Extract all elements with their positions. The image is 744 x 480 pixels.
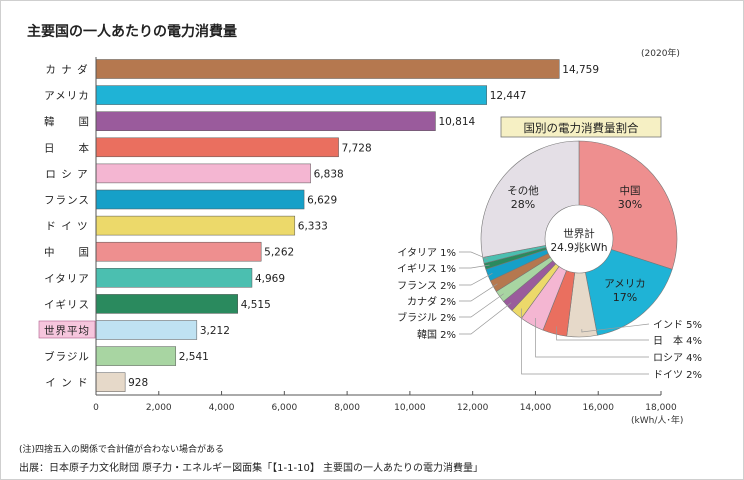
category-label: イ ン ド bbox=[45, 377, 88, 389]
slice-label: イギリス 1% bbox=[397, 263, 456, 275]
chart-title: 主要国の一人あたりの電力消費量 bbox=[27, 24, 237, 40]
bar bbox=[95, 189, 305, 210]
value-label: 6,333 bbox=[298, 221, 328, 233]
leader-line bbox=[459, 272, 493, 286]
leader-line bbox=[556, 326, 649, 341]
bar bbox=[95, 241, 262, 262]
slice-label: 日 本 4% bbox=[653, 334, 702, 347]
slice-label: フランス 2% bbox=[397, 280, 456, 292]
bar bbox=[95, 137, 339, 158]
x-tick-label: 12,000 bbox=[457, 403, 489, 413]
slice-name: その他 bbox=[507, 184, 539, 197]
value-label: 12,447 bbox=[490, 90, 527, 102]
slice-name: アメリカ bbox=[604, 278, 645, 290]
bar bbox=[95, 215, 296, 236]
slice-name: 中国 bbox=[620, 184, 641, 197]
category-label: ロ シ ア bbox=[45, 168, 88, 180]
slice-label: ドイツ 2% bbox=[653, 370, 702, 381]
x-tick-label: 8,000 bbox=[334, 403, 360, 413]
x-tick-label: 16,000 bbox=[582, 403, 614, 413]
bar bbox=[95, 294, 238, 314]
x-tick-label: 10,000 bbox=[394, 403, 426, 413]
x-tick-label: 2,000 bbox=[146, 403, 172, 413]
value-label: 928 bbox=[128, 377, 148, 389]
x-tick-label: 0 bbox=[93, 403, 99, 413]
bar bbox=[95, 346, 177, 366]
value-label: 6,629 bbox=[307, 195, 337, 207]
slice-percent: 28% bbox=[511, 198, 535, 211]
leader-line bbox=[521, 308, 649, 375]
leader-line bbox=[459, 293, 504, 318]
value-label: 14,759 bbox=[562, 64, 599, 76]
category-label: イタリア bbox=[44, 273, 90, 285]
slice-label: イタリア 1% bbox=[397, 247, 456, 259]
bar bbox=[95, 59, 560, 79]
value-label: 7,728 bbox=[342, 142, 372, 154]
value-label: 5,262 bbox=[264, 247, 294, 259]
year-note: (2020年) bbox=[641, 49, 680, 59]
x-tick-label: 18,000 bbox=[645, 403, 677, 413]
category-label: カ ナ ダ bbox=[45, 63, 88, 76]
category-label: ブラジル bbox=[44, 350, 90, 363]
leader-line bbox=[459, 302, 512, 335]
value-label: 6,838 bbox=[314, 168, 344, 180]
slice-label: ロシア 4% bbox=[653, 353, 702, 364]
bar bbox=[95, 111, 436, 131]
pie-slice bbox=[480, 140, 580, 258]
category-label: 韓 国 bbox=[44, 116, 90, 128]
footnote: (注)四捨五入の関係で合計値が合わない場合がある bbox=[19, 445, 225, 455]
slice-label: 韓国 2% bbox=[417, 329, 456, 341]
value-label: 4,515 bbox=[241, 299, 271, 311]
pie-title: 国別の電力消費量割合 bbox=[524, 121, 639, 135]
category-label: 中 国 bbox=[44, 246, 90, 259]
value-label: 10,814 bbox=[438, 116, 475, 128]
x-tick-label: 4,000 bbox=[209, 403, 235, 413]
source-note: 出展：日本原子力文化財団 原子力・エネルギー図面集「【1-1-10】 主要国の一… bbox=[19, 463, 484, 474]
center-value: 24.9兆kWh bbox=[551, 242, 608, 254]
slice-percent: 30% bbox=[618, 198, 642, 211]
bar bbox=[95, 85, 487, 105]
value-label: 2,541 bbox=[179, 351, 209, 363]
leader-line bbox=[459, 251, 489, 260]
bar bbox=[95, 163, 311, 184]
center-label: 世界計 bbox=[563, 227, 595, 240]
slice-label: ブラジル 2% bbox=[397, 311, 456, 324]
leader-line bbox=[581, 323, 650, 333]
pie-slice bbox=[585, 249, 673, 336]
category-label: 世界平均 bbox=[44, 325, 90, 337]
category-label: イギリス bbox=[44, 299, 90, 311]
leader-line bbox=[459, 283, 498, 302]
x-tick-label: 14,000 bbox=[520, 403, 552, 413]
slice-percent: 17% bbox=[613, 291, 637, 304]
category-label: ド イ ツ bbox=[45, 221, 88, 233]
category-label: 日 本 bbox=[44, 141, 90, 154]
slice-label: インド 5% bbox=[653, 320, 702, 331]
pie-slice bbox=[578, 140, 678, 270]
highlight-label-box bbox=[38, 320, 96, 339]
value-label: 4,969 bbox=[255, 273, 285, 285]
slice-label: カナダ 2% bbox=[407, 295, 456, 308]
x-tick-label: 6,000 bbox=[271, 403, 297, 413]
x-axis-unit: (kWh/人･年) bbox=[631, 416, 684, 426]
bar bbox=[95, 372, 126, 392]
bar bbox=[95, 268, 253, 288]
category-label: フランス bbox=[44, 195, 90, 207]
pie-title-box bbox=[500, 116, 662, 138]
leader-line bbox=[535, 318, 649, 358]
leader-line bbox=[459, 264, 490, 269]
value-label: 3,212 bbox=[200, 325, 230, 337]
bar bbox=[95, 320, 198, 340]
category-label: アメリカ bbox=[44, 90, 89, 102]
